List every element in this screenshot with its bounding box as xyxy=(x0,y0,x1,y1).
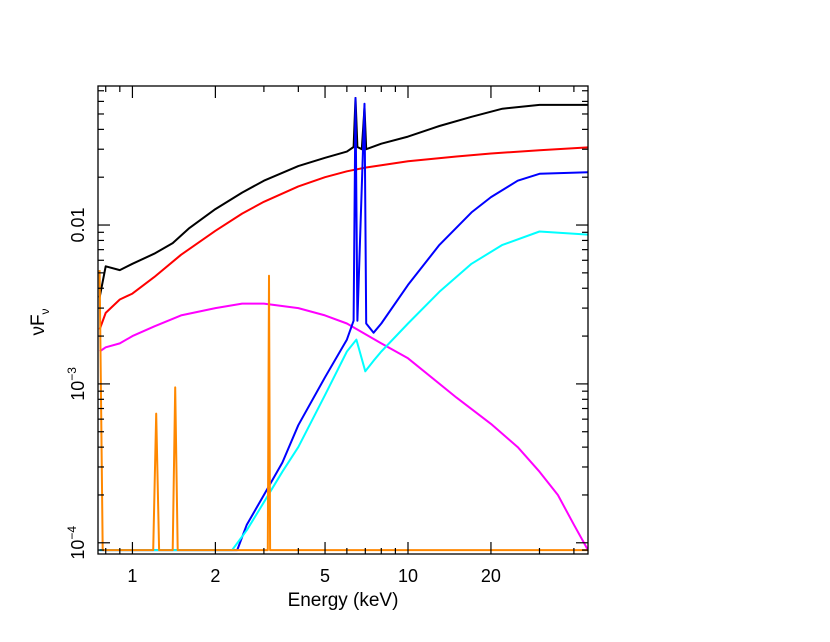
series-layer xyxy=(98,97,588,552)
series-line-4 xyxy=(99,97,588,552)
tick-layer xyxy=(98,86,588,554)
y-tick-label: 10−3 xyxy=(65,367,88,401)
y-axis-label: νFν xyxy=(28,308,52,335)
x-axis-label: Energy (keV) xyxy=(288,590,399,611)
x-tick-label: 5 xyxy=(320,566,330,586)
x-tick-label: 2 xyxy=(210,566,220,586)
series-line-6 xyxy=(98,270,588,552)
series-line-5 xyxy=(99,230,588,552)
y-tick-label: 10−4 xyxy=(65,526,88,560)
tick-label-layer: 1 2 5 10 20 0.01 10−3 10−4 xyxy=(65,208,501,586)
svg-text:νFν: νFν xyxy=(28,308,52,335)
plot-frame xyxy=(97,85,589,555)
y-axis-label-main: νF xyxy=(28,314,49,335)
series-line-1 xyxy=(98,97,588,298)
svg-text:0.01: 0.01 xyxy=(68,208,88,243)
x-tick-label: 10 xyxy=(398,566,418,586)
y-axis-label-sub: ν xyxy=(38,308,52,314)
series-line-3 xyxy=(99,302,588,551)
x-tick-label: 1 xyxy=(127,566,137,586)
svg-text:10−3: 10−3 xyxy=(65,367,88,401)
x-tick-label: 20 xyxy=(481,566,501,586)
svg-text:10−4: 10−4 xyxy=(65,526,88,560)
series-line-2 xyxy=(98,146,588,330)
y-tick-label: 0.01 xyxy=(68,208,88,243)
